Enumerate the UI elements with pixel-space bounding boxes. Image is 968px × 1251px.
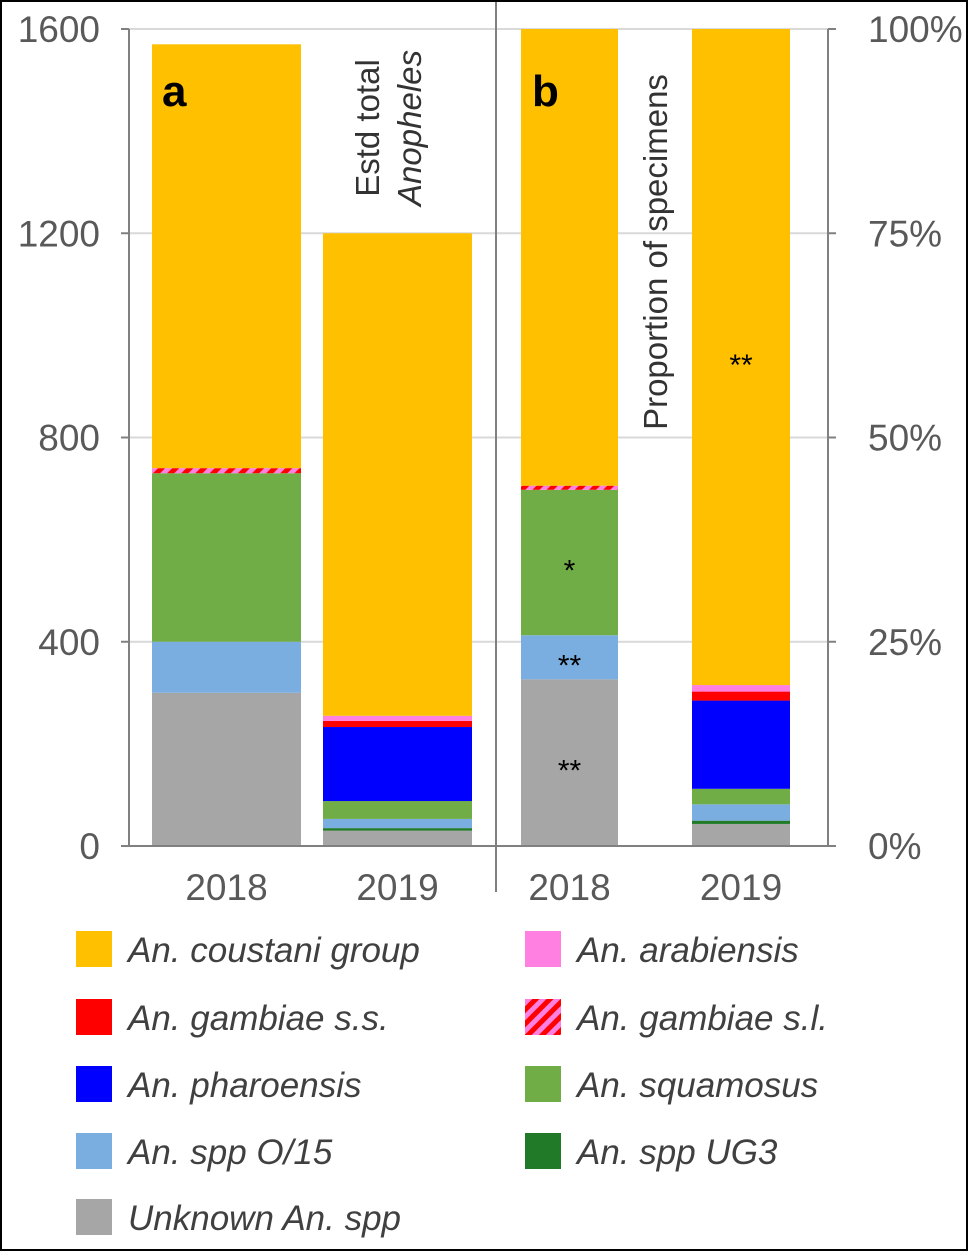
panel-a-ylabel: Estd total Anopheles xyxy=(349,50,428,208)
legend-swatch-pharoensis xyxy=(76,1066,112,1102)
bar-segment-gambiae-sl-2018-panel-a xyxy=(152,468,301,474)
legend-swatch-gambiae-ss xyxy=(76,999,112,1035)
significance-marker: ** xyxy=(558,755,582,788)
y-tick-label-left: 400 xyxy=(38,622,100,663)
legend-swatch-squamosus xyxy=(525,1066,561,1102)
bar-segment-unknown-2019-panel-b xyxy=(692,823,790,846)
y-tick-label-right: 25% xyxy=(868,622,942,663)
bar-segment-squamosus-2019-panel-b xyxy=(692,788,790,805)
bar-segment-squamosus-2018-panel-b xyxy=(521,489,618,636)
y-tick-label-left: 0 xyxy=(79,826,100,867)
bar-segment-coustani-2019-panel-a xyxy=(323,233,472,716)
bar-segment-gambiae-ss-2019-panel-b xyxy=(692,691,790,701)
legend-label-gambiae-ss: An. gambiae s.s. xyxy=(126,999,389,1038)
y-tick-label-right: 75% xyxy=(868,213,942,254)
legend-label-arabiensis: An. arabiensis xyxy=(575,931,799,970)
legend: An. coustani group An. arabiensis An. gamb… xyxy=(76,931,828,1238)
legend-label-unknown: Unknown An. spp xyxy=(128,1199,401,1238)
bar-segment-ug3-2019-panel-b xyxy=(692,820,790,824)
panel-b-label: b xyxy=(532,67,559,116)
significance-marker: * xyxy=(564,555,576,588)
legend-swatch-arabiensis xyxy=(525,931,561,967)
bar-segment-arabiensis-2019-panel-a xyxy=(323,715,472,721)
bar-segment-squamosus-2018-panel-a xyxy=(152,473,301,642)
bar-segment-arabiensis-2019-panel-b xyxy=(692,685,790,692)
x-tick-label-2018: 2018 xyxy=(528,867,610,908)
legend-label-ug3: An. spp UG3 xyxy=(575,1133,778,1172)
bar-segment-o15-2019-panel-b xyxy=(692,804,790,821)
y-tick-label-left: 1200 xyxy=(18,213,100,254)
significance-marker: ** xyxy=(729,349,753,382)
legend-label-coustani: An. coustani group xyxy=(126,931,420,970)
panel-a-ylabel-line2: Anopheles xyxy=(391,50,428,208)
legend-swatch-gambiae-sl xyxy=(525,999,561,1035)
bar-segment-unknown-2019-panel-a xyxy=(323,830,472,846)
legend-swatch-o15 xyxy=(76,1133,112,1169)
y-tick-label-right: 100% xyxy=(868,9,963,50)
bar-segment-squamosus-2019-panel-a xyxy=(323,801,472,819)
panel-b-ylabel: Proportion of specimens xyxy=(637,74,674,430)
bar-segment-o15-2018-panel-a xyxy=(152,641,301,693)
legend-swatch-coustani xyxy=(76,931,112,967)
bar-segment-pharoensis-2019-panel-b xyxy=(692,700,790,789)
bar-segment-coustani-2019-panel-b xyxy=(692,29,790,686)
legend-label-pharoensis: An. pharoensis xyxy=(126,1066,361,1105)
x-tick-label-2018: 2018 xyxy=(185,867,267,908)
legend-swatch-ug3 xyxy=(525,1133,561,1169)
significance-marker: ** xyxy=(558,649,582,682)
y-tick-label-right: 50% xyxy=(868,418,942,459)
panel-a-label: a xyxy=(162,67,187,116)
x-tick-label-2019: 2019 xyxy=(356,867,438,908)
bar-segment-coustani-2018-panel-a xyxy=(152,44,301,469)
bar-segment-unknown-2018-panel-b xyxy=(521,679,618,846)
legend-swatch-unknown xyxy=(76,1199,112,1235)
bar-segment-o15-2018-panel-b xyxy=(521,635,618,680)
bar-segment-pharoensis-2019-panel-a xyxy=(323,727,472,802)
legend-label-gambiae-sl: An. gambiae s.l. xyxy=(575,999,828,1038)
legend-label-o15: An. spp O/15 xyxy=(126,1133,333,1172)
panel-b-ylabel-text: Proportion of specimens xyxy=(637,74,674,430)
bar-segment-o15-2019-panel-a xyxy=(323,818,472,829)
x-tick-label-2019: 2019 xyxy=(700,867,782,908)
bars xyxy=(152,29,790,846)
y-tick-label-left: 1600 xyxy=(18,9,100,50)
bar-segment-ug3-2019-panel-a xyxy=(323,828,472,831)
legend-label-squamosus: An. squamosus xyxy=(575,1066,818,1105)
y-tick-label-left: 800 xyxy=(38,418,100,459)
bar-segment-coustani-2018-panel-b xyxy=(521,29,618,486)
panel-a-ylabel-line1: Estd total xyxy=(349,59,386,197)
bar-segment-gambiae-sl-2018-panel-b xyxy=(521,485,618,490)
bar-segment-unknown-2018-panel-a xyxy=(152,692,301,846)
axes: 0 400 800 1200 1600 2018 2019 0% 25% 50% 75% 100% 20… xyxy=(18,2,963,908)
y-tick-label-right: 0% xyxy=(868,826,921,867)
bar-segment-gambiae-ss-2019-panel-a xyxy=(323,720,472,728)
